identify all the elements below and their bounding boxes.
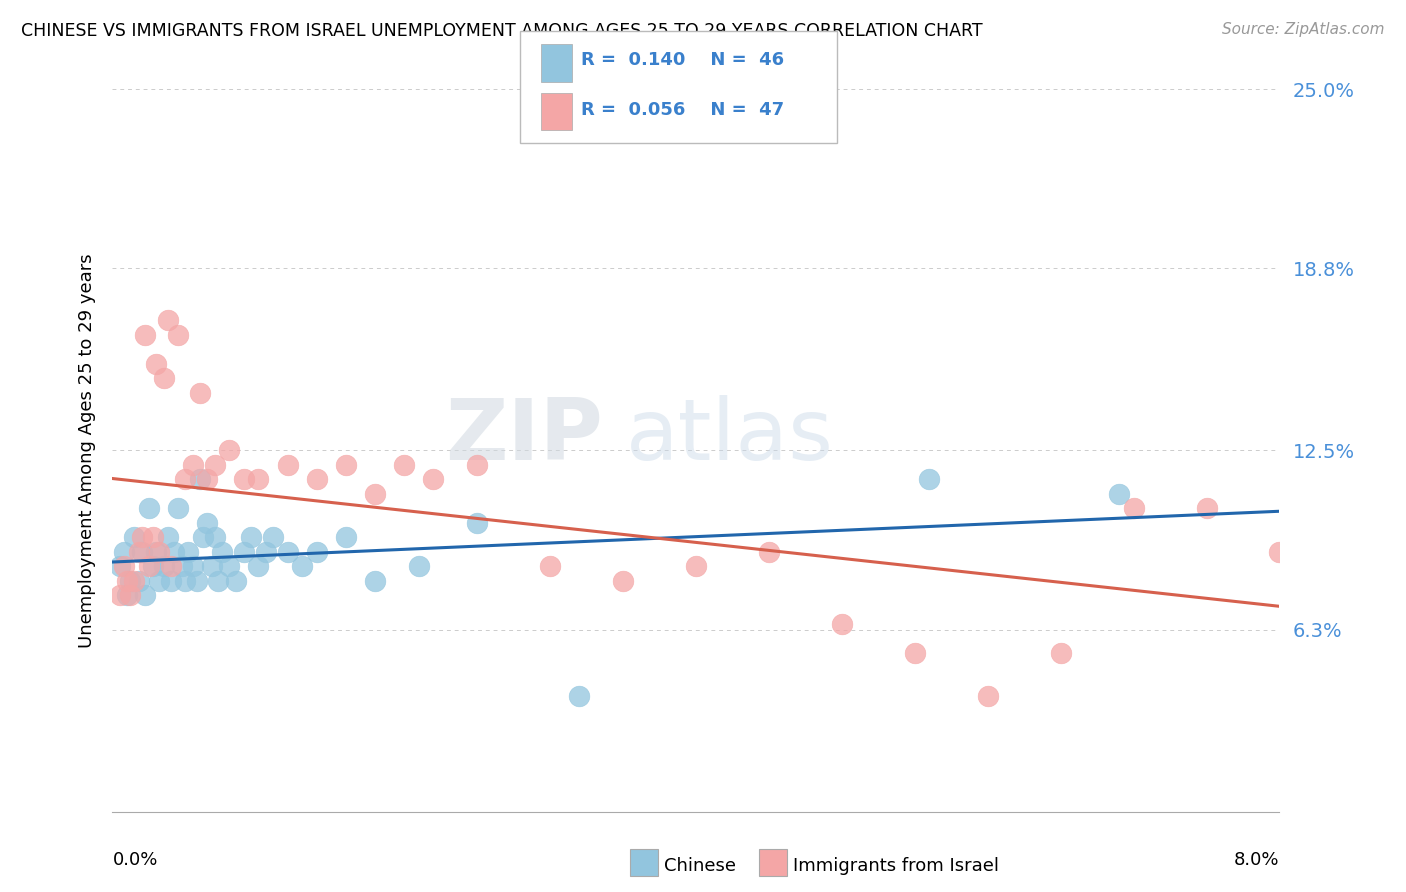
Text: Immigrants from Israel: Immigrants from Israel (793, 857, 1000, 875)
Point (305, 472, 328, 486)
Point (177, 544, 200, 558)
Text: Source: ZipAtlas.com: Source: ZipAtlas.com (1222, 22, 1385, 37)
Point (152, 559, 174, 574)
Point (124, 530, 146, 544)
Point (181, 559, 204, 574)
Point (465, 516, 488, 530)
Point (195, 516, 218, 530)
Point (254, 544, 277, 558)
Point (335, 458, 357, 472)
Point (364, 574, 387, 588)
Point (211, 544, 233, 558)
Point (188, 385, 211, 400)
Point (291, 559, 314, 574)
Point (831, 616, 853, 631)
Point (148, 574, 170, 588)
Point (167, 501, 190, 516)
Point (152, 371, 174, 385)
Point (305, 544, 328, 558)
Point (1049, 646, 1071, 660)
Text: CHINESE VS IMMIGRANTS FROM ISRAEL UNEMPLOYMENT AMONG AGES 25 TO 29 YEARS CORRELA: CHINESE VS IMMIGRANTS FROM ISRAEL UNEMPL… (21, 22, 983, 40)
Point (186, 574, 208, 588)
Y-axis label: Unemployment Among Ages 25 to 29 years: Unemployment Among Ages 25 to 29 years (77, 253, 96, 648)
Point (758, 544, 780, 558)
Point (276, 458, 298, 472)
Point (118, 574, 141, 588)
Point (612, 574, 634, 588)
Point (201, 559, 224, 574)
Point (976, 689, 998, 703)
Point (232, 472, 254, 486)
Point (160, 559, 183, 574)
Point (465, 458, 488, 472)
Point (142, 559, 165, 574)
Point (134, 588, 156, 602)
Point (207, 574, 229, 588)
Point (174, 574, 197, 588)
Point (232, 544, 254, 558)
Point (138, 501, 160, 516)
Point (225, 574, 247, 588)
Point (1108, 487, 1130, 501)
Point (262, 530, 284, 544)
Point (685, 559, 707, 574)
Point (124, 574, 146, 588)
Point (115, 574, 138, 588)
Point (148, 544, 170, 558)
Point (167, 327, 190, 342)
Text: ZIP: ZIP (444, 394, 603, 477)
Point (118, 588, 141, 602)
Point (181, 458, 204, 472)
Point (218, 443, 240, 458)
Point (538, 559, 561, 574)
Text: R =  0.056    N =  47: R = 0.056 N = 47 (581, 101, 783, 119)
Point (160, 574, 183, 588)
Point (408, 559, 430, 574)
Point (145, 357, 167, 371)
Text: Chinese: Chinese (664, 857, 735, 875)
Point (108, 559, 131, 574)
Point (218, 559, 240, 574)
Point (188, 472, 211, 486)
Point (1122, 501, 1144, 516)
Point (145, 544, 167, 558)
Point (276, 544, 298, 558)
Point (174, 472, 197, 486)
Point (204, 530, 226, 544)
Point (568, 689, 591, 703)
Point (335, 530, 357, 544)
Point (115, 588, 138, 602)
Point (128, 544, 150, 558)
Point (138, 559, 160, 574)
Point (131, 530, 153, 544)
Point (240, 530, 263, 544)
Point (364, 487, 387, 501)
Point (156, 530, 179, 544)
Text: 8.0%: 8.0% (1234, 852, 1279, 870)
Point (904, 646, 927, 660)
Point (134, 327, 156, 342)
Point (247, 472, 270, 486)
Point (108, 588, 131, 602)
Point (156, 313, 179, 327)
Point (1268, 544, 1291, 558)
Point (394, 458, 416, 472)
Point (112, 559, 135, 574)
Point (172, 559, 194, 574)
Point (195, 472, 218, 486)
Point (204, 458, 226, 472)
Point (1195, 501, 1218, 516)
Point (422, 472, 444, 486)
Point (163, 544, 186, 558)
Point (918, 472, 941, 486)
Point (128, 574, 150, 588)
Text: R =  0.140    N =  46: R = 0.140 N = 46 (581, 52, 783, 70)
Point (142, 530, 165, 544)
Point (191, 530, 214, 544)
Point (131, 544, 153, 558)
Text: atlas: atlas (626, 394, 834, 477)
Text: 0.0%: 0.0% (112, 852, 157, 870)
Point (247, 559, 270, 574)
Point (112, 544, 135, 558)
